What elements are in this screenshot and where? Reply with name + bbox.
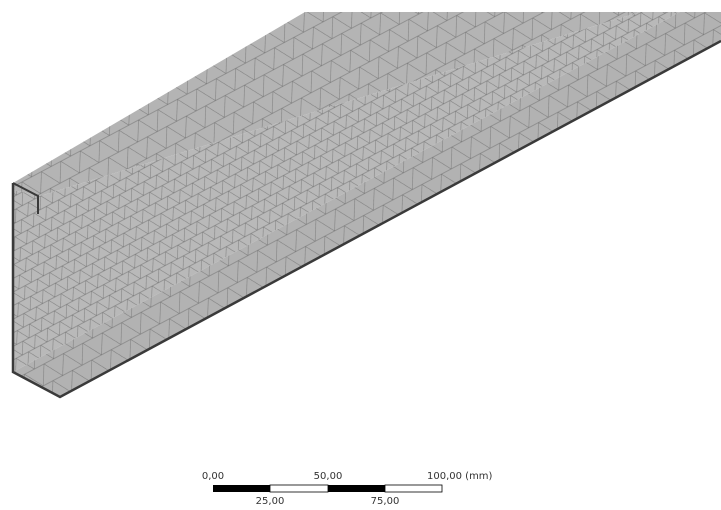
bottom-flange-mesh	[13, 12, 721, 397]
scale-segment	[213, 485, 270, 492]
scale-label: 50,00	[314, 471, 343, 482]
outer-edge	[11, 39, 721, 399]
scale-label: 100,00 (mm)	[427, 471, 493, 482]
scale-label: 75,00	[371, 496, 400, 507]
scale-label: 0,00	[202, 471, 224, 482]
scale-bar: 0,00 50,00 100,00 (mm) 25,00 75,00	[202, 471, 493, 507]
top-flange-mesh	[13, 12, 640, 196]
scale-segment	[384, 484, 443, 493]
scale-segment	[328, 485, 385, 492]
mesh-body	[11, 12, 721, 399]
scale-label: 25,00	[256, 496, 285, 507]
lip-edge	[12, 182, 39, 214]
scale-segment	[269, 484, 329, 493]
